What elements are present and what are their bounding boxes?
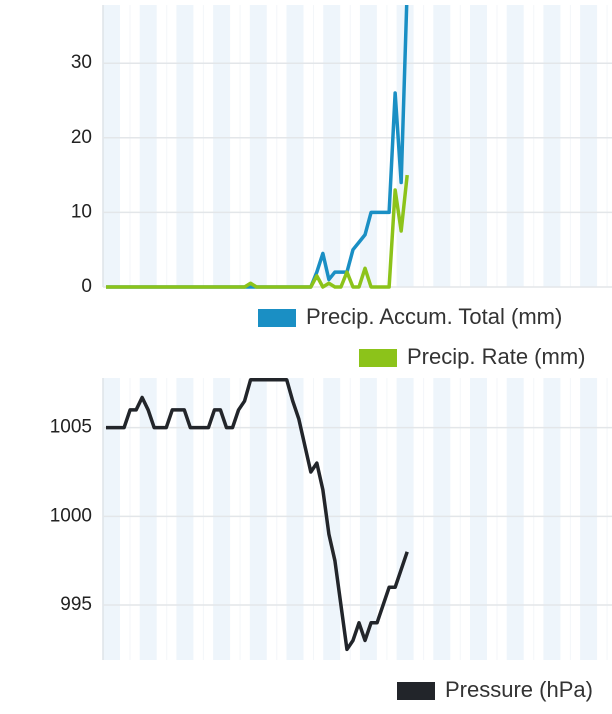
y-tick-label: 995 <box>60 594 92 615</box>
stripe <box>506 5 524 287</box>
y-tick-label: 10 <box>71 201 92 222</box>
stripe <box>139 378 157 660</box>
stripe <box>543 5 561 287</box>
legend-swatch <box>397 682 435 700</box>
y-tick-label: 30 <box>71 52 92 73</box>
stripe <box>506 378 524 660</box>
stripe <box>359 5 377 287</box>
legend-swatch <box>258 309 296 327</box>
stripe <box>213 378 231 660</box>
stripe <box>249 378 267 660</box>
y-tick-label: 0 <box>81 276 92 297</box>
stripe <box>543 378 561 660</box>
y-tick-label: 20 <box>71 127 92 148</box>
y-tick-label: 1000 <box>50 505 92 526</box>
legend-label: Precip. Rate (mm) <box>407 344 585 369</box>
stripe <box>176 5 194 287</box>
stripe <box>470 378 487 660</box>
stripe <box>323 5 341 287</box>
stripe <box>249 5 267 287</box>
series-line <box>106 378 409 652</box>
stripe <box>286 378 304 660</box>
stripe <box>103 5 120 287</box>
stripe <box>433 5 451 287</box>
stripe <box>396 5 414 287</box>
stripe <box>470 5 487 287</box>
stripe <box>103 378 120 660</box>
stripe <box>323 378 341 660</box>
legend-label: Pressure (hPa) <box>445 677 593 702</box>
stripe <box>580 378 598 660</box>
stripe <box>139 5 157 287</box>
legend-label: Precip. Accum. Total (mm) <box>306 304 562 329</box>
stripe <box>580 5 598 287</box>
stripe <box>433 378 451 660</box>
stripe <box>286 5 304 287</box>
stripe <box>213 5 231 287</box>
stripe <box>359 378 377 660</box>
y-tick-label: 1005 <box>50 417 92 438</box>
stripe <box>396 378 414 660</box>
stripe <box>176 378 194 660</box>
series-line <box>106 174 409 289</box>
legend-swatch <box>359 349 397 367</box>
